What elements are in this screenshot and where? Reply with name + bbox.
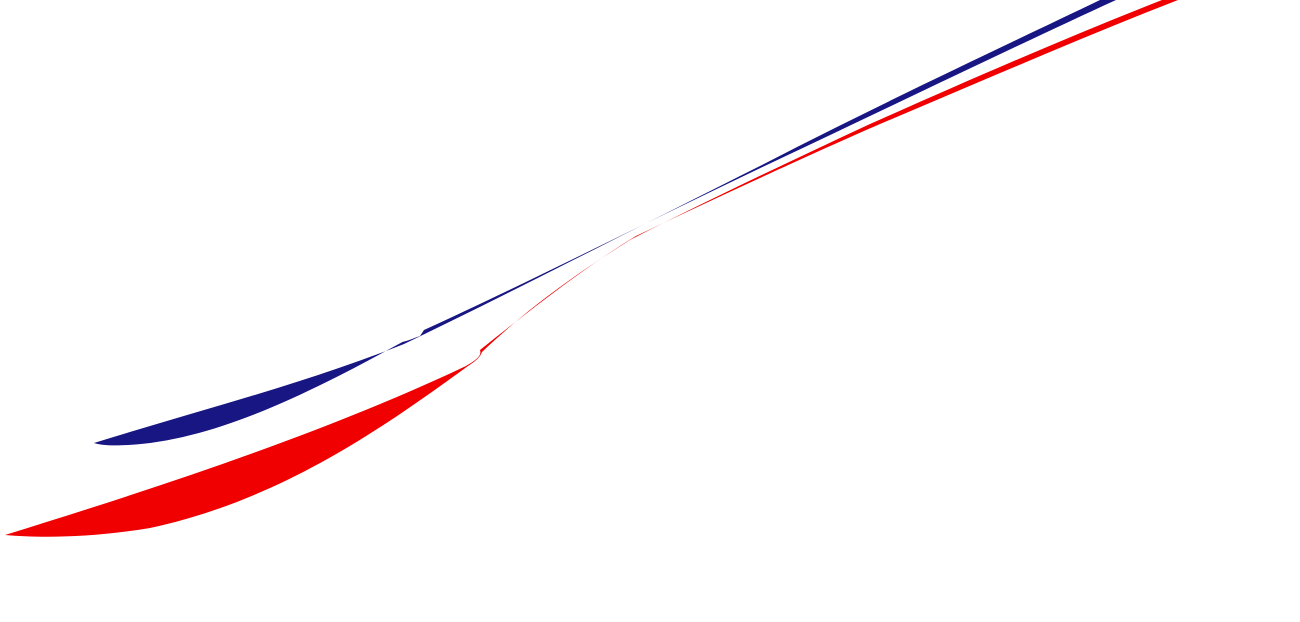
stripe-gap-highlight (400, 330, 424, 342)
red-swoosh-stripe (5, 0, 1178, 537)
blue-swoosh-stripe (94, 0, 1116, 446)
